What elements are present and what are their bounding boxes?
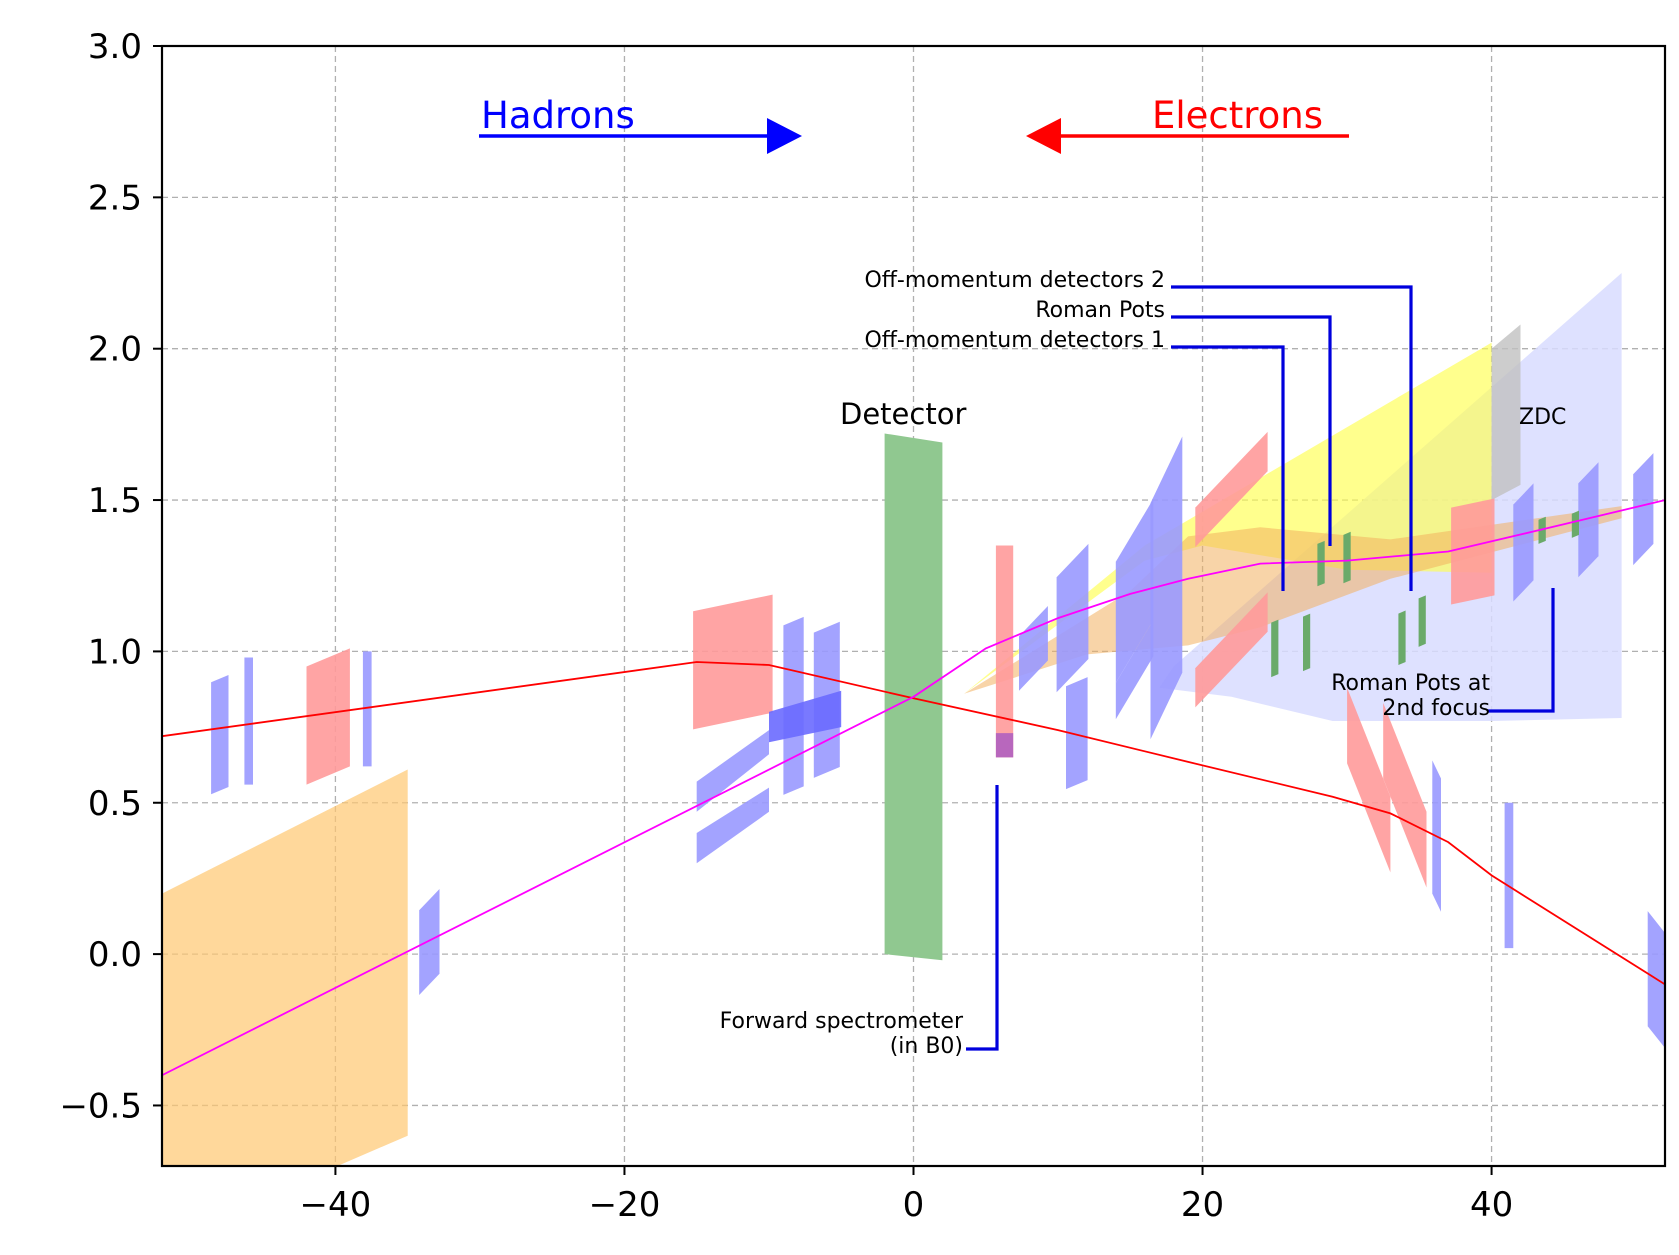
magnet-block [1347,687,1391,873]
roman-pots-2nd-focus-leader [1487,588,1555,713]
detector-station [1271,619,1279,678]
y-tick-label: 1.0 [88,632,142,672]
y-tick-label: 2.5 [88,178,142,218]
x-tick-label: 40 [1470,1185,1513,1225]
magnet-block [211,675,229,795]
beamline-elements [162,273,1665,1166]
y-tick-label: 3.0 [88,27,142,67]
hadrons-arrow [479,118,802,154]
magnet-block [362,651,372,767]
magnet-block [1056,543,1089,693]
label-leaders [966,285,1555,1051]
magnet-block [1383,702,1427,888]
detector-station [1418,595,1426,647]
zdc-label: ZDC [1519,405,1566,430]
forward-yellow-cone [964,342,1492,694]
magnet-block [1578,462,1599,578]
y-tick-label: 0.5 [88,784,142,824]
forward-spectrometer-label-1: Forward spectrometer [720,1009,964,1034]
magnet-block [696,730,769,812]
magnet-block [1019,606,1048,691]
off-momentum-2-leader [1171,285,1413,591]
magnet-block [1195,592,1268,708]
magnet-block [1513,483,1534,602]
b0-magnet [995,545,1014,758]
detector-station [1303,613,1311,672]
detector-station [1343,531,1351,584]
electrons-arrow [1026,118,1349,154]
y-tick-label: −0.5 [59,1086,142,1126]
magnet-block [696,787,769,864]
roman-pots-leader [1171,315,1332,546]
magnet-block [306,648,350,785]
magnet-block [1633,453,1654,566]
magnet-block [1195,431,1268,547]
roman-pots-label: Roman Pots [1035,298,1165,323]
hadrons-label: Hadrons [481,94,635,137]
forward-spectrometer-leader [966,785,999,1051]
b0-spectrometer [995,733,1014,758]
backward-orange-envelope [162,769,408,1166]
magnet-block [244,657,253,785]
beam-lines [162,499,1665,1077]
magnet-block [419,889,440,995]
magnet-block [1115,619,1154,720]
x-tick-label: −20 [589,1185,661,1225]
y-tick-label: 0.0 [88,935,142,975]
off-momentum-1-leader [1171,345,1285,591]
y-tick-label: 1.5 [88,481,142,521]
y-tick-label: 2.0 [88,330,142,370]
off-momentum-2-label: Off-momentum detectors 2 [864,268,1165,293]
forward-spectrometer-label-2: (in B0) [890,1034,963,1059]
magnet-block [693,594,773,730]
magnet-block [1066,677,1088,790]
detector-station [1317,540,1325,587]
electrons-label: Electrons [1152,94,1323,137]
magnet-block [1115,498,1154,683]
roman-pots-2nd-focus-label-1: Roman Pots at [1331,671,1490,696]
detector-station [1398,610,1406,665]
zdc-block [1491,324,1521,501]
magnet-block [1451,498,1495,605]
hadron-beam-line [162,499,1665,1077]
x-tick-label: 0 [903,1185,925,1225]
electron-beam-line [162,661,1665,986]
x-tick-label: 20 [1181,1185,1224,1225]
off-momentum-1-label: Off-momentum detectors 1 [864,328,1165,353]
magnet-block [769,690,842,743]
detector-label: Detector [840,397,966,431]
roman-pots-2nd-focus-label-2: 2nd focus [1382,696,1490,721]
axis-ticks: −40 −20 0 20 40 −0.5 0.0 0.5 1.0 1.5 2.0 2.5 3.0 [59,27,1513,1225]
detector-station [1571,510,1579,538]
magnet-block [1504,802,1514,949]
magnet-block [1150,436,1183,740]
x-tick-label: −40 [300,1185,372,1225]
